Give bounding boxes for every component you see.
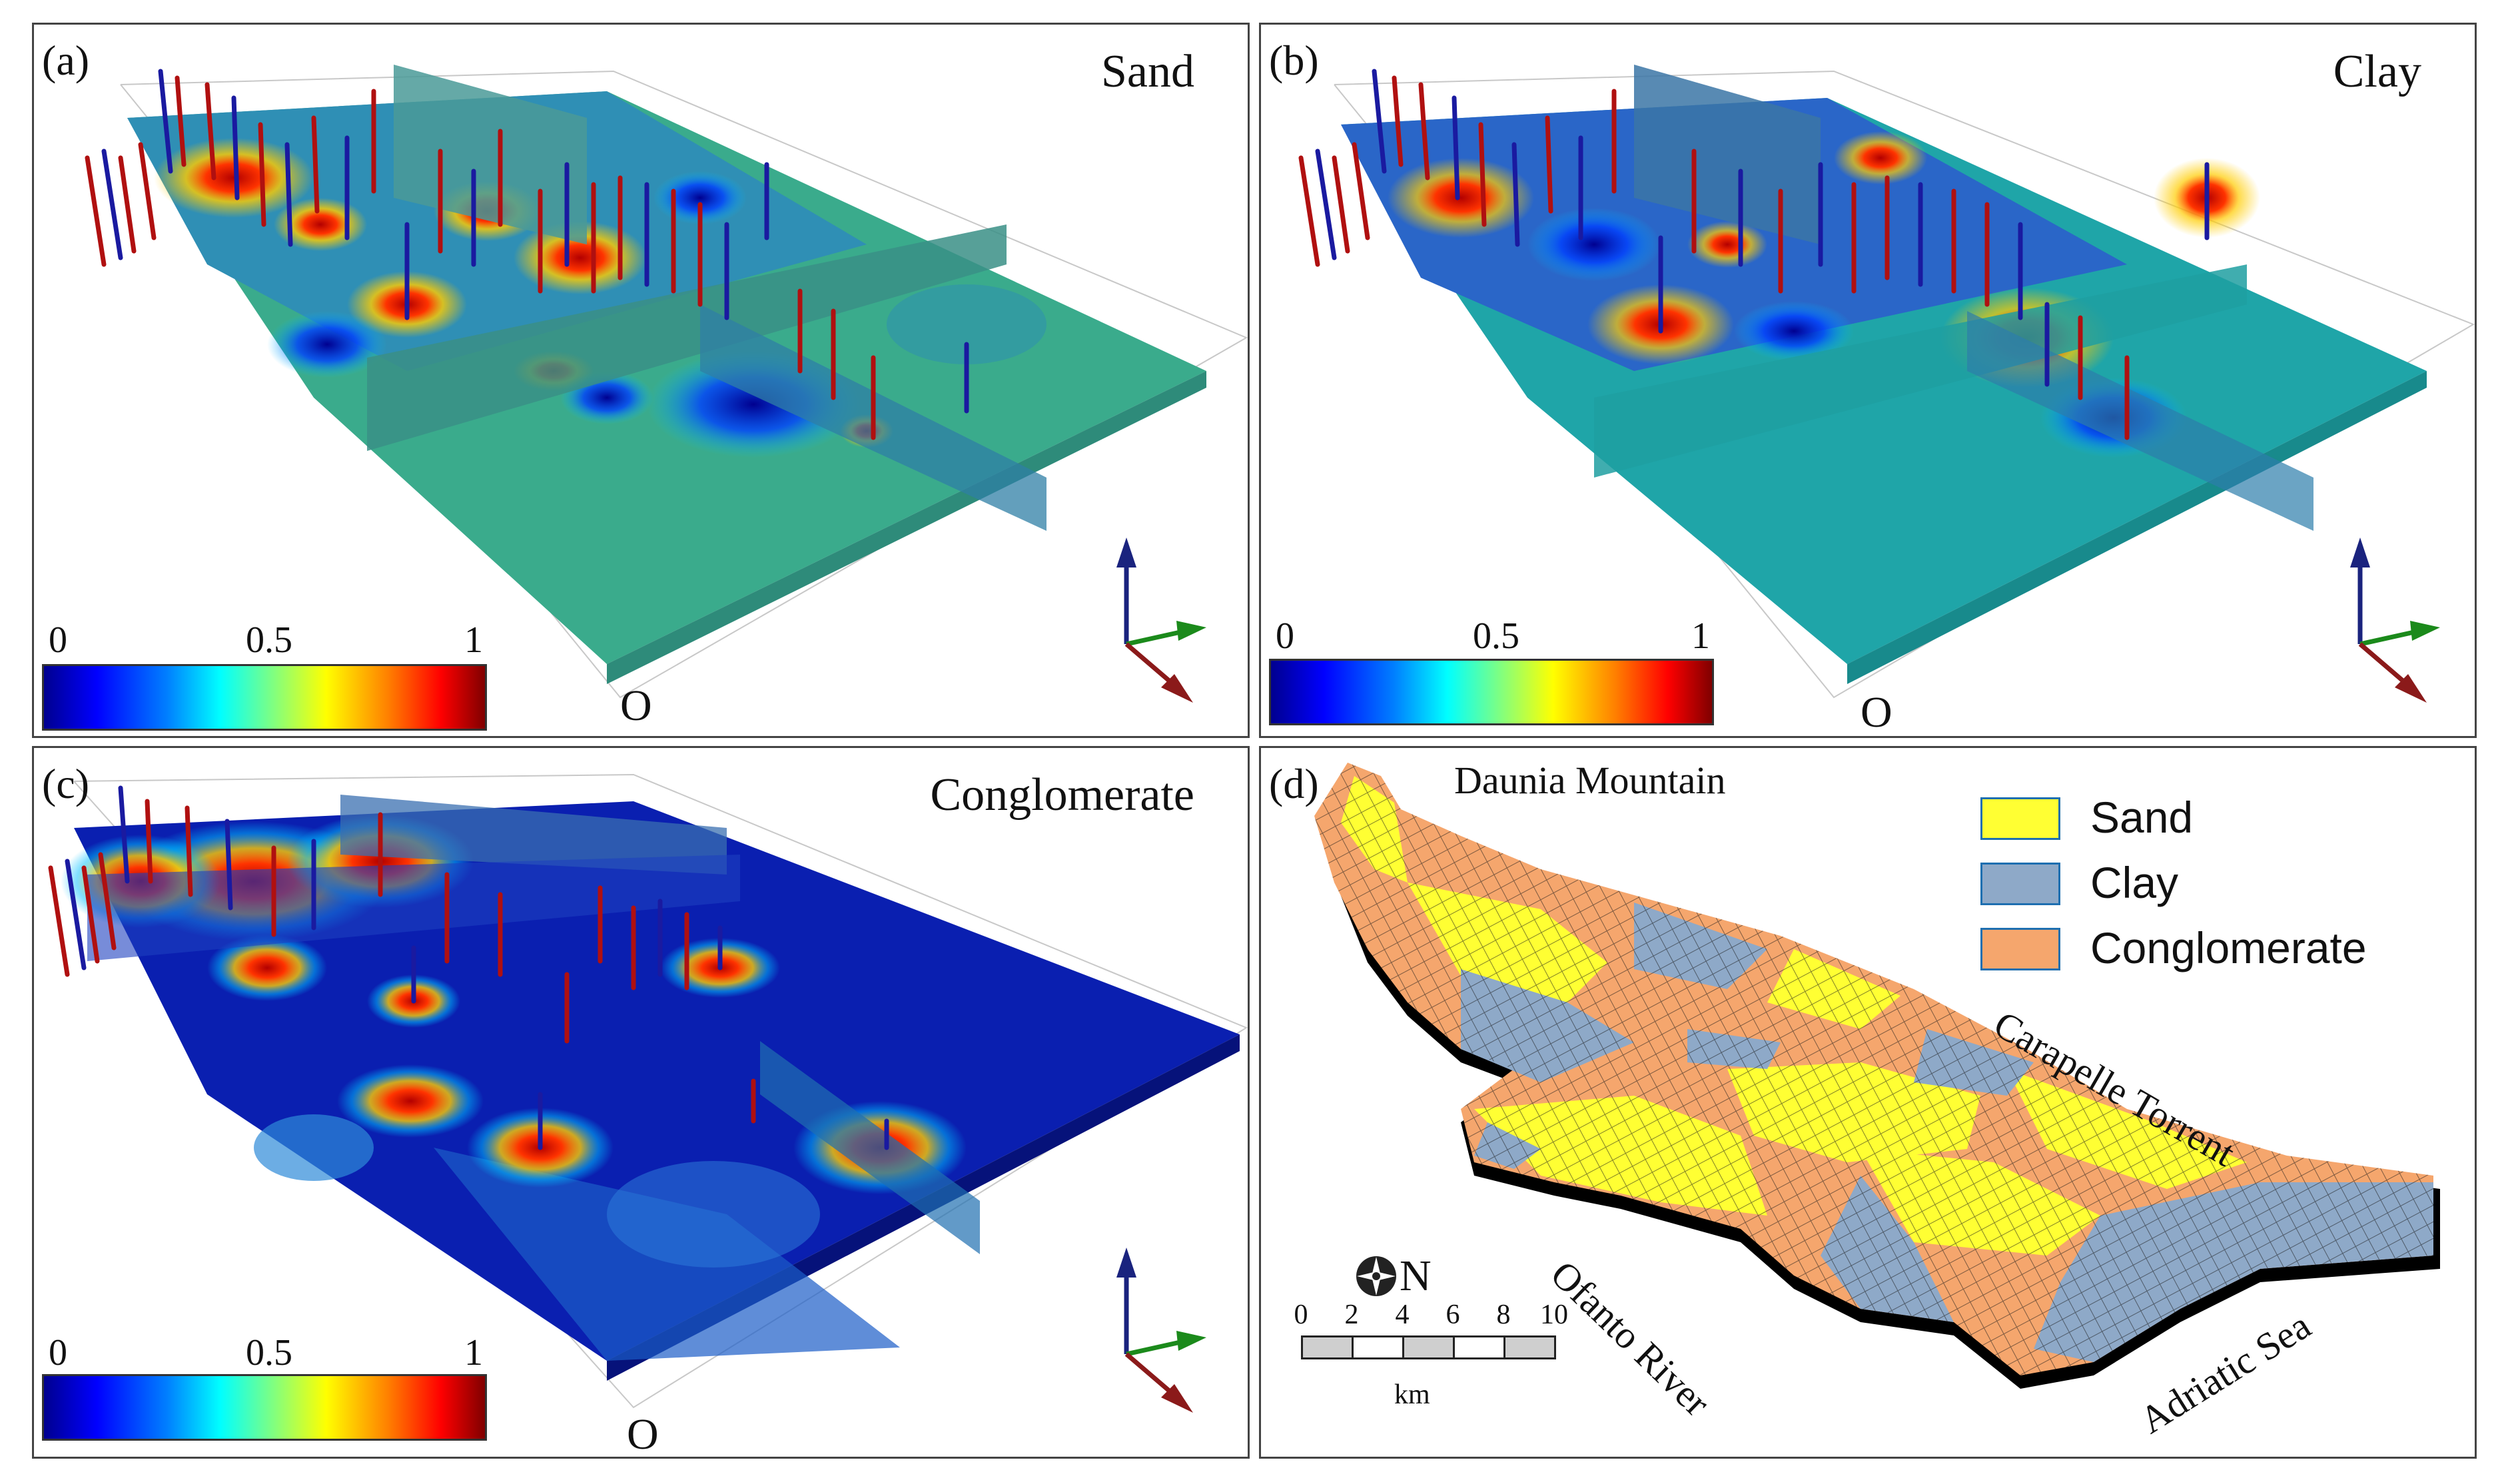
scale-tick: 4 <box>1395 1299 1410 1330</box>
colorbar <box>42 664 487 731</box>
map-label-daunia-mountain: Daunia Mountain <box>1454 759 1726 802</box>
origin-label: O <box>627 1410 659 1459</box>
legend-item-sand: Sand <box>1980 788 2473 848</box>
axes-triad-icon <box>1116 538 1206 703</box>
legend-swatch <box>1980 863 2060 905</box>
legend-label: Conglomerate <box>2090 923 2367 972</box>
scale-segment <box>1453 1335 1505 1359</box>
colorbar-mid: 0.5 <box>1473 615 1519 657</box>
legend-swatch <box>1980 797 2060 840</box>
panel-label: (a) <box>42 37 90 84</box>
panel-label: (d) <box>1269 760 1319 807</box>
legend-item-conglomerate: Conglomerate <box>1980 919 2473 978</box>
scale-tick: 2 <box>1344 1299 1359 1330</box>
panel-conglomerate: (c) Conglomerate 0 0.5 1 O <box>32 746 1250 1459</box>
north-label: N <box>1400 1252 1432 1300</box>
colorbar-mid: 0.5 <box>246 619 292 661</box>
legend-label: Clay <box>2090 858 2179 907</box>
colorbar-max: 1 <box>1691 615 1710 657</box>
panel-sand: (a) Sand 0 0.5 1 O <box>32 23 1250 738</box>
lithology-3d-model <box>1314 763 2440 1389</box>
panel-title: Conglomerate <box>930 769 1194 821</box>
conglomerate-3d-model <box>48 773 1248 1409</box>
colorbar-max: 1 <box>464 619 483 661</box>
scale-segment <box>1402 1335 1455 1359</box>
colorbar <box>1269 659 1714 725</box>
origin-label: O <box>1861 688 1892 737</box>
colorbar-min: 0 <box>49 619 67 661</box>
scale-tick: 10 <box>1540 1299 1568 1330</box>
scale-bar: 0 2 4 6 8 10 km <box>1294 1301 1574 1434</box>
axes-triad-icon <box>1116 1248 1206 1413</box>
origin-label: O <box>620 681 652 730</box>
panel-label: (c) <box>42 760 90 807</box>
clay-3d-model <box>1298 65 2475 699</box>
compass-icon <box>1356 1256 1396 1296</box>
colorbar <box>42 1374 487 1441</box>
scale-unit: km <box>1394 1379 1430 1410</box>
north-arrow: N <box>1354 1254 1461 1301</box>
axes-triad-icon <box>2350 538 2440 703</box>
colorbar-min: 0 <box>1276 615 1294 657</box>
scale-segment <box>1352 1335 1404 1359</box>
colorbar-min: 0 <box>49 1332 67 1373</box>
legend: Sand Clay Conglomerate <box>1980 788 2473 1041</box>
legend-label: Sand <box>2090 793 2194 842</box>
panel-clay: (b) Clay 0 0.5 1 O <box>1259 23 2477 738</box>
scale-tick: 6 <box>1446 1299 1460 1330</box>
panel-title: Sand <box>1101 46 1194 97</box>
legend-item-clay: Clay <box>1980 853 2473 913</box>
colorbar-mid: 0.5 <box>246 1332 292 1373</box>
panel-lithology-map: (d) Daunia Mountain Carapelle Torrent Of… <box>1259 746 2477 1459</box>
scale-segment <box>1503 1335 1556 1359</box>
scale-tick: 8 <box>1496 1299 1511 1330</box>
scale-segment <box>1301 1335 1354 1359</box>
scale-tick: 0 <box>1294 1299 1308 1330</box>
colorbar-max: 1 <box>464 1332 483 1373</box>
sand-3d-model <box>85 65 1248 699</box>
panel-label: (b) <box>1269 37 1319 84</box>
legend-swatch <box>1980 928 2060 970</box>
panel-title: Clay <box>2333 46 2421 97</box>
